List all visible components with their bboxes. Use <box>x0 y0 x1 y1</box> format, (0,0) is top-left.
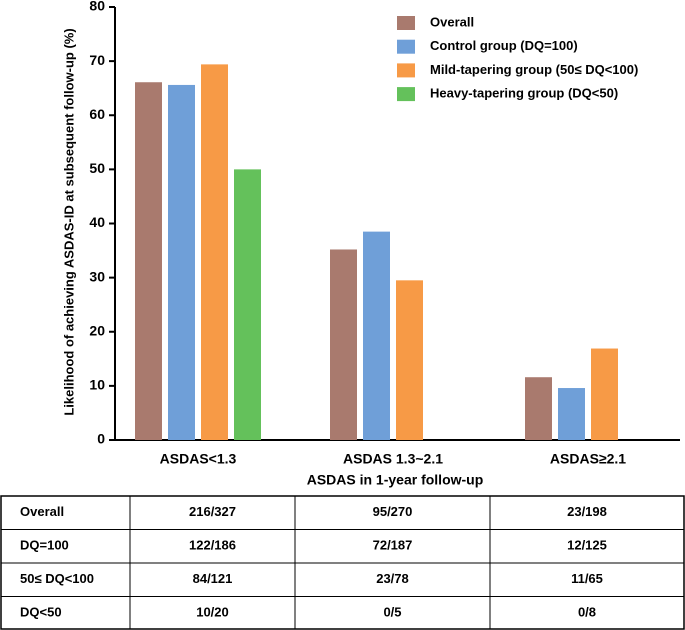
table-row-label: DQ<50 <box>20 605 62 620</box>
y-tick-label: 80 <box>89 0 105 14</box>
y-tick-label: 70 <box>89 52 105 68</box>
bar <box>558 388 585 440</box>
bar <box>168 84 195 440</box>
y-axis-title: Likelihood of achieving ASDAS-ID at subs… <box>61 28 76 415</box>
table-cell: 12/125 <box>567 538 607 553</box>
table-cell: 23/78 <box>376 571 409 586</box>
bar <box>201 64 228 440</box>
legend-label: Mild-tapering group (50≤ DQ<100) <box>430 62 638 77</box>
table-row-label: 50≤ DQ<100 <box>20 571 94 586</box>
y-tick-label: 20 <box>89 322 105 338</box>
legend-swatch <box>397 39 415 54</box>
y-tick-label: 50 <box>89 160 105 176</box>
bar <box>396 280 423 440</box>
table-cell: 11/65 <box>571 571 603 586</box>
legend-swatch <box>397 16 415 30</box>
table-row-label: Overall <box>20 504 64 519</box>
y-tick-label: 60 <box>89 106 105 122</box>
y-tick-label: 0 <box>97 431 105 447</box>
legend-label: Control group (DQ=100) <box>430 38 578 53</box>
bar <box>234 169 261 440</box>
bar <box>330 249 357 440</box>
table-cell: 216/327 <box>189 504 236 519</box>
x-tick-label: ASDAS 1.3~2.1 <box>343 451 443 467</box>
legend-swatch <box>397 87 415 102</box>
legend-label: Heavy-tapering group (DQ<50) <box>430 86 618 101</box>
table-cell: 95/270 <box>373 504 413 519</box>
table-cell: 72/187 <box>373 538 413 553</box>
bar <box>591 348 618 440</box>
x-tick-label: ASDAS<1.3 <box>160 451 237 467</box>
legend-swatch <box>397 63 415 78</box>
table-cell: 23/198 <box>567 504 607 519</box>
y-tick-label: 40 <box>89 214 105 230</box>
legend-label: Overall <box>430 14 474 29</box>
table-row-label: DQ=100 <box>20 538 69 553</box>
table-cell: 10/20 <box>196 605 229 620</box>
x-tick-label: ASDAS≥2.1 <box>550 451 626 467</box>
y-tick-label: 30 <box>89 268 105 284</box>
bar <box>363 231 390 440</box>
bar <box>525 377 552 440</box>
table-cell: 84/121 <box>193 571 233 586</box>
x-axis-title: ASDAS in 1-year follow-up <box>307 472 484 488</box>
table-cell: 0/8 <box>578 605 596 620</box>
bar <box>135 82 162 440</box>
table-cell: 0/5 <box>383 605 401 620</box>
y-tick-label: 10 <box>89 377 105 393</box>
table-cell: 122/186 <box>189 538 236 553</box>
